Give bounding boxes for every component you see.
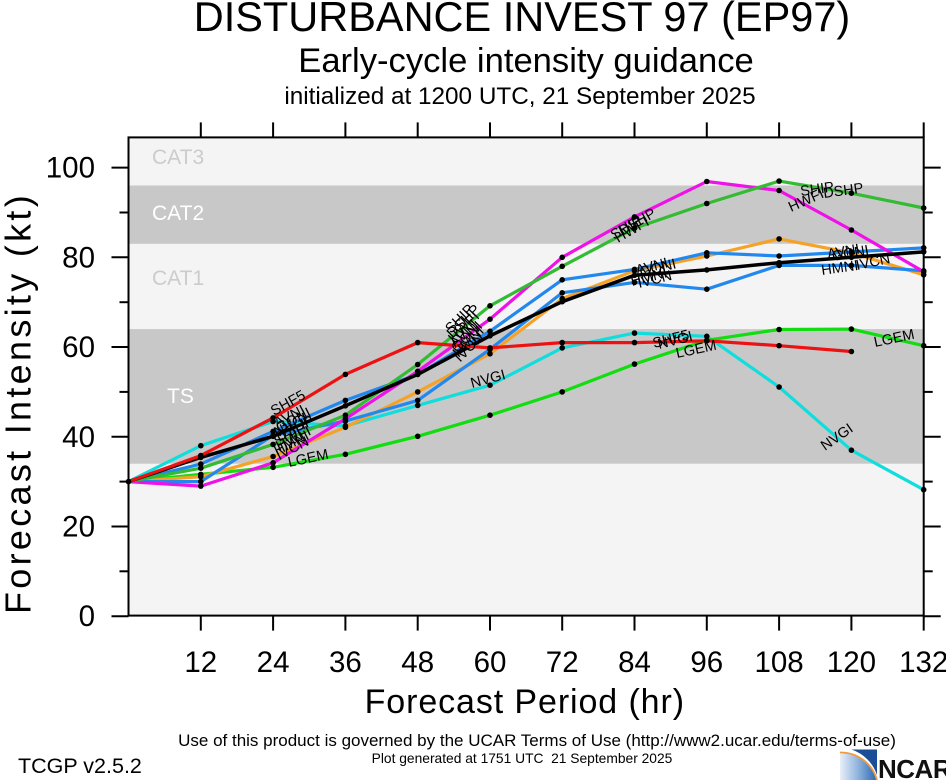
- svg-text:Use of this product is governe: Use of this product is governed by the U…: [178, 731, 896, 750]
- svg-text:SHIP: SHIP: [799, 179, 835, 200]
- svg-text:0: 0: [79, 600, 95, 633]
- svg-text:CAT1: CAT1: [152, 267, 204, 290]
- svg-text:GONI: GONI: [831, 243, 870, 265]
- svg-text:initialized at 1200 UTC, 21 Se: initialized at 1200 UTC, 21 September 20…: [284, 83, 755, 110]
- svg-text:24: 24: [257, 646, 290, 679]
- svg-text:Forecast Intensity (kt): Forecast Intensity (kt): [0, 192, 39, 614]
- svg-text:120: 120: [827, 646, 876, 679]
- svg-text:96: 96: [690, 646, 723, 679]
- svg-text:60: 60: [474, 646, 507, 679]
- svg-text:40: 40: [62, 421, 95, 454]
- svg-text:HMNI: HMNI: [820, 258, 859, 279]
- svg-text:TCGP v2.5.2: TCGP v2.5.2: [18, 754, 142, 778]
- svg-text:TS: TS: [167, 385, 194, 408]
- svg-text:12: 12: [184, 646, 217, 679]
- svg-text:80: 80: [62, 241, 95, 274]
- svg-text:60: 60: [62, 331, 95, 364]
- svg-text:Forecast Period (hr): Forecast Period (hr): [365, 683, 685, 721]
- svg-text:NCAR: NCAR: [878, 754, 946, 780]
- svg-text:20: 20: [62, 511, 95, 544]
- svg-text:DISTURBANCE INVEST 97 (EP97): DISTURBANCE INVEST 97 (EP97): [194, 0, 851, 40]
- svg-text:48: 48: [401, 646, 434, 679]
- svg-text:Early-cycle intensity guidance: Early-cycle intensity guidance: [298, 42, 754, 80]
- svg-text:108: 108: [754, 646, 803, 679]
- svg-text:132: 132: [899, 646, 946, 679]
- svg-text:Plot generated at 1751 UTC 21: Plot generated at 1751 UTC 21 September …: [372, 751, 673, 766]
- svg-text:100: 100: [46, 152, 95, 185]
- svg-text:CAT3: CAT3: [152, 146, 204, 169]
- svg-text:CAT2: CAT2: [152, 202, 204, 225]
- svg-text:DSHP: DSHP: [822, 181, 864, 202]
- svg-text:36: 36: [329, 646, 362, 679]
- svg-text:84: 84: [618, 646, 651, 679]
- svg-text:AVNI: AVNI: [634, 255, 670, 278]
- svg-text:72: 72: [546, 646, 579, 679]
- svg-text:AVNI: AVNI: [826, 241, 861, 262]
- svg-text:IVCN: IVCN: [855, 251, 892, 274]
